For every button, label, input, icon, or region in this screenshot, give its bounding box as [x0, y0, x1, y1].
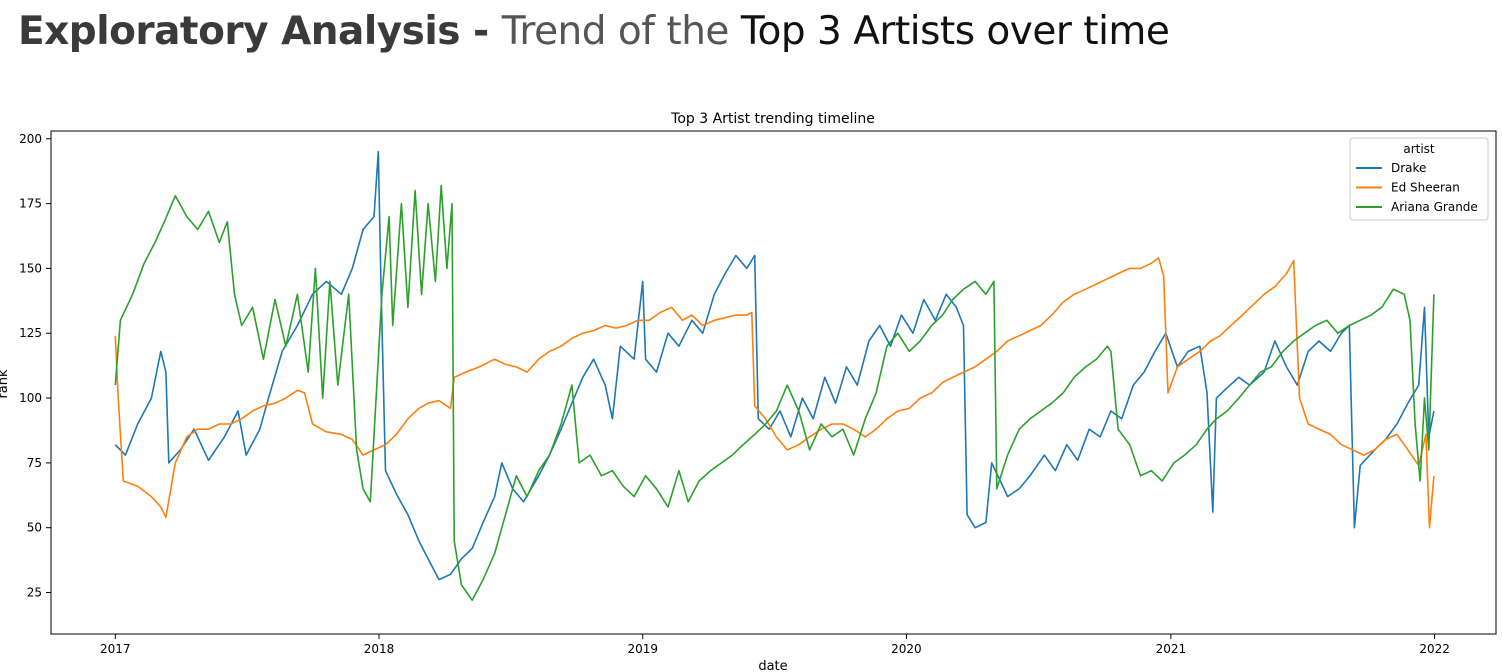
series-line-drake	[114, 150, 1435, 581]
legend-title: artist	[1403, 142, 1435, 156]
y-tick-label: 175	[19, 197, 42, 211]
x-tick-label: 2019	[627, 642, 658, 656]
legend-box	[1349, 137, 1489, 221]
y-tick-label: 25	[27, 586, 42, 600]
legend-label: Drake	[1391, 161, 1426, 175]
x-tick-label: 2022	[1419, 642, 1450, 656]
y-axis-label: rank	[0, 369, 11, 399]
y-tick-label: 100	[19, 391, 42, 405]
legend-label: Ariana Grande	[1391, 200, 1478, 214]
legend-label: Ed Sheeran	[1391, 181, 1460, 195]
axes: 2017 2018 2019 2020 2021 2022 25 50 75 100 125 150 1…	[19, 130, 1497, 656]
plot-frame	[50, 130, 1497, 635]
y-tick-label: 150	[19, 261, 42, 275]
chart-title: Top 3 Artist trending timeline	[670, 111, 875, 127]
x-axis-label: date	[758, 659, 787, 672]
page-headline: Exploratory Analysis - Trend of the Top …	[18, 6, 1170, 58]
series-line-ariana-grande	[114, 184, 1435, 602]
x-tick-label: 2017	[100, 642, 131, 656]
series-line-ed-sheeran	[114, 257, 1435, 529]
y-tick-label: 50	[27, 521, 42, 535]
headline-light: Trend of the	[501, 9, 741, 54]
x-tick-label: 2021	[1156, 642, 1187, 656]
y-tick-label: 200	[19, 132, 42, 146]
x-tick-label: 2018	[364, 642, 395, 656]
y-tick-label: 75	[27, 456, 42, 470]
headline-dark: Top 3 Artists over time	[740, 9, 1170, 54]
series-lines	[114, 150, 1435, 602]
headline-bold: Exploratory Analysis -	[18, 9, 502, 54]
legend: artist Drake Ed Sheeran Ariana Grande	[1349, 137, 1489, 221]
y-tick-label: 125	[19, 326, 42, 340]
x-tick-label: 2020	[891, 642, 922, 656]
